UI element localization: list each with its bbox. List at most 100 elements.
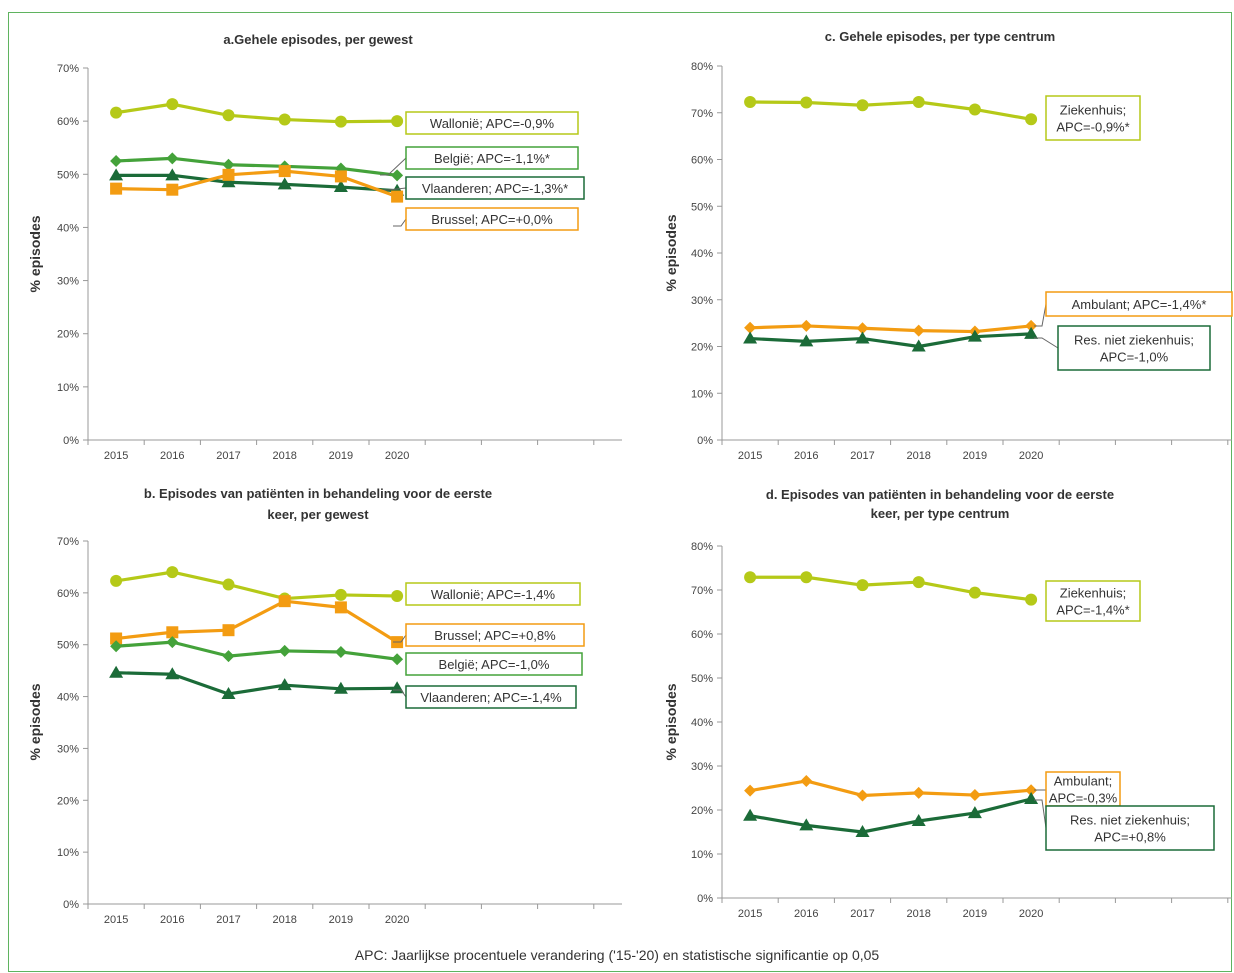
series-label-box bbox=[1045, 805, 1215, 851]
y-tick-label: 30% bbox=[57, 276, 79, 288]
data-point bbox=[912, 324, 925, 337]
y-tick-label: 50% bbox=[57, 169, 79, 181]
data-point bbox=[278, 644, 291, 657]
data-point bbox=[278, 165, 291, 178]
series-3: Brussel; APC=+0,0% bbox=[110, 165, 579, 231]
series-line bbox=[750, 575, 1032, 602]
data-point bbox=[856, 579, 869, 592]
y-tick-label: 70% bbox=[691, 108, 713, 120]
series-label-box bbox=[405, 176, 585, 200]
data-point bbox=[110, 155, 123, 167]
series-line bbox=[116, 173, 398, 193]
data-point bbox=[856, 99, 869, 112]
data-point bbox=[911, 339, 926, 352]
series-0: Wallonië; APC=-1,4% bbox=[110, 566, 581, 606]
y-tick-label: 20% bbox=[57, 795, 79, 807]
chart-title: keer, per type centrum bbox=[871, 506, 1010, 521]
series-0: Ziekenhuis; APC=-1,4%* bbox=[744, 571, 1141, 622]
data-point bbox=[166, 98, 179, 111]
data-point bbox=[912, 576, 925, 589]
data-point bbox=[968, 103, 981, 116]
data-point bbox=[856, 789, 869, 802]
chart-d: d. Episodes van patiënten in behandeling… bbox=[663, 487, 1232, 920]
y-tick-label: 60% bbox=[57, 116, 79, 128]
y-tick-label: 60% bbox=[691, 155, 713, 167]
y-tick-label: 80% bbox=[691, 61, 713, 73]
y-tick-label: 20% bbox=[691, 805, 713, 817]
series-1: Ambulant; APC=-1,4%* bbox=[744, 291, 1233, 338]
x-tick-label: 2018 bbox=[272, 450, 296, 462]
data-point bbox=[333, 180, 348, 193]
data-point bbox=[967, 806, 982, 819]
series-label: APC=-0,3% bbox=[1049, 791, 1118, 806]
x-tick-label: 2015 bbox=[738, 450, 762, 462]
label-connector bbox=[1034, 337, 1059, 349]
series-label: Vlaanderen; APC=-1,3%* bbox=[422, 181, 568, 196]
series-line bbox=[115, 599, 398, 644]
series-line bbox=[116, 156, 398, 177]
x-tick-label: 2015 bbox=[738, 908, 762, 920]
x-tick-label: 2019 bbox=[329, 914, 353, 926]
data-point bbox=[743, 808, 758, 821]
data-point bbox=[855, 825, 870, 837]
data-point bbox=[278, 595, 291, 608]
series-label: Ambulant; bbox=[1054, 774, 1113, 789]
data-point bbox=[334, 115, 347, 128]
series-line bbox=[115, 640, 398, 661]
data-point bbox=[222, 650, 235, 663]
data-point bbox=[967, 329, 982, 342]
data-point bbox=[166, 566, 179, 579]
data-point bbox=[165, 168, 180, 181]
label-connector bbox=[1034, 799, 1047, 829]
x-tick-label: 2016 bbox=[794, 450, 818, 462]
y-tick-label: 70% bbox=[57, 536, 79, 548]
x-tick-label: 2015 bbox=[104, 914, 128, 926]
data-point bbox=[334, 588, 347, 601]
series-label: APC=-1,0% bbox=[1100, 350, 1169, 365]
chart-title: c. Gehele episodes, per type centrum bbox=[825, 29, 1055, 44]
x-tick-label: 2019 bbox=[963, 450, 987, 462]
data-point bbox=[911, 814, 926, 826]
y-tick-label: 40% bbox=[691, 248, 713, 260]
data-point bbox=[391, 589, 404, 602]
y-tick-label: 50% bbox=[691, 201, 713, 213]
x-tick-label: 2015 bbox=[104, 450, 128, 462]
data-point bbox=[968, 789, 981, 802]
chart-c: c. Gehele episodes, per type centrum % ep… bbox=[663, 29, 1233, 462]
series-line bbox=[749, 779, 1032, 798]
y-tick-label: 40% bbox=[57, 222, 79, 234]
data-point bbox=[743, 331, 758, 344]
y-tick-label: 0% bbox=[63, 899, 79, 911]
series-1: Brussel; APC=+0,8% bbox=[110, 595, 585, 649]
data-point bbox=[334, 601, 347, 614]
data-point bbox=[800, 571, 813, 584]
data-point bbox=[221, 175, 236, 188]
series-label-box bbox=[405, 111, 579, 135]
series-line bbox=[115, 102, 398, 124]
y-tick-label: 50% bbox=[691, 673, 713, 685]
data-point bbox=[110, 106, 123, 119]
y-axis-label: % episodes bbox=[663, 214, 679, 291]
series-label: Ziekenhuis; bbox=[1060, 586, 1126, 601]
label-connector bbox=[393, 634, 407, 643]
data-point bbox=[222, 158, 235, 171]
y-tick-label: 0% bbox=[697, 435, 713, 447]
data-point bbox=[166, 183, 179, 196]
data-point bbox=[333, 681, 348, 694]
series-2: Res. niet ziekenhuis; APC=+0,8% bbox=[743, 792, 1215, 851]
series-label: Res. niet ziekenhuis; bbox=[1074, 333, 1194, 348]
series-label: Wallonië; APC=-1,4% bbox=[431, 587, 556, 602]
series-line bbox=[115, 570, 398, 601]
y-tick-label: 70% bbox=[691, 585, 713, 597]
series-0: Ziekenhuis; APC=-0,9%* bbox=[744, 95, 1141, 141]
y-tick-label: 20% bbox=[691, 342, 713, 354]
data-point bbox=[800, 319, 813, 332]
data-point bbox=[744, 95, 757, 108]
data-point bbox=[110, 574, 123, 587]
x-tick-label: 2020 bbox=[385, 450, 409, 462]
data-point bbox=[165, 667, 180, 680]
data-point bbox=[391, 169, 404, 182]
y-tick-label: 40% bbox=[57, 692, 79, 704]
y-axis-label: % episodes bbox=[27, 683, 43, 760]
x-tick-label: 2017 bbox=[216, 450, 240, 462]
